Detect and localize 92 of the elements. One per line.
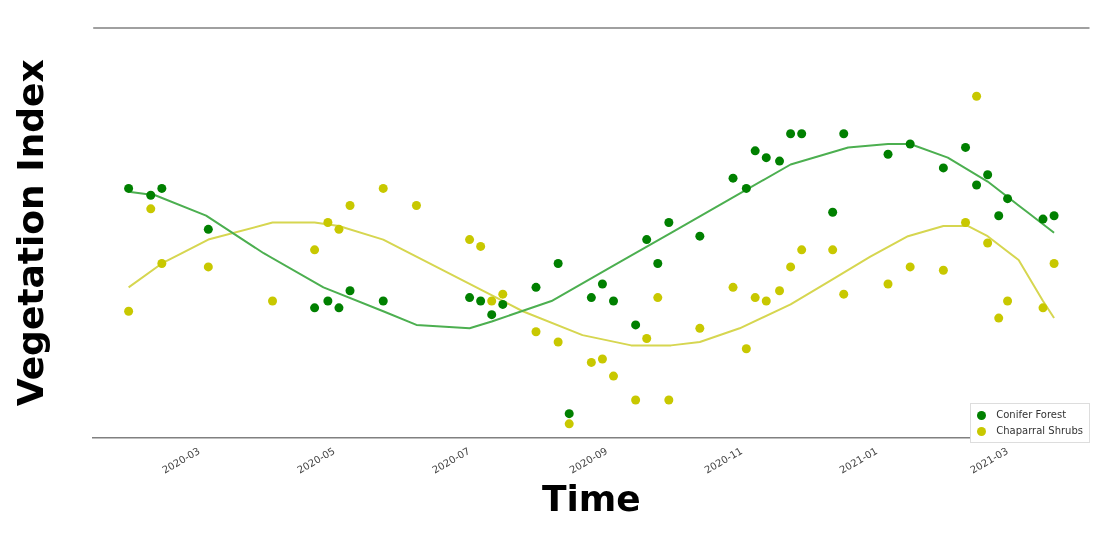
- point: [828, 245, 838, 255]
- point: [972, 180, 982, 190]
- point: [1003, 296, 1013, 306]
- point: [597, 354, 607, 364]
- point: [597, 279, 607, 289]
- point: [1049, 211, 1059, 221]
- point: [334, 303, 344, 313]
- point: [553, 337, 563, 347]
- point: [487, 296, 497, 306]
- point: [828, 207, 838, 217]
- point: [124, 306, 134, 316]
- point: [905, 139, 915, 149]
- point: [938, 265, 948, 275]
- point: [750, 146, 760, 156]
- point: [476, 241, 486, 251]
- point: [146, 190, 156, 200]
- point: [498, 299, 508, 309]
- point: [653, 258, 663, 268]
- point: [695, 231, 705, 241]
- point: [972, 91, 982, 101]
- point: [741, 344, 751, 354]
- point: [664, 218, 674, 228]
- point: [839, 129, 849, 139]
- point: [310, 245, 320, 255]
- point: [608, 296, 618, 306]
- point: [728, 173, 738, 183]
- point: [310, 303, 320, 313]
- point: [994, 211, 1004, 221]
- point: [586, 293, 596, 303]
- point: [883, 279, 893, 289]
- point: [553, 258, 563, 268]
- point: [728, 282, 738, 292]
- point: [653, 293, 663, 303]
- x-axis-title: Time: [541, 477, 641, 519]
- point: [664, 395, 674, 405]
- point: [761, 296, 771, 306]
- point: [839, 289, 849, 299]
- point: [905, 262, 915, 272]
- point: [1038, 214, 1048, 224]
- point: [797, 129, 807, 139]
- point: [378, 296, 388, 306]
- point: [465, 293, 475, 303]
- point: [203, 262, 213, 272]
- point: [586, 357, 596, 367]
- point: [983, 238, 993, 248]
- point: [334, 224, 344, 234]
- point: [750, 293, 760, 303]
- point: [564, 409, 574, 419]
- point: [498, 289, 508, 299]
- point: [775, 286, 785, 296]
- point: [775, 156, 785, 166]
- point: [938, 163, 948, 173]
- point: [203, 224, 213, 234]
- point: [961, 142, 971, 152]
- point: [476, 296, 486, 306]
- point: [1003, 194, 1013, 204]
- point: [786, 129, 796, 139]
- point: [797, 245, 807, 255]
- point: [531, 282, 541, 292]
- point: [608, 371, 618, 381]
- point: [378, 183, 388, 193]
- point: [883, 149, 893, 159]
- point: [124, 183, 134, 193]
- legend-label: Chaparral Shrubs: [996, 424, 1083, 438]
- point: [961, 218, 971, 228]
- point: [695, 323, 705, 333]
- point: [994, 313, 1004, 323]
- point: [741, 183, 751, 193]
- point: [157, 183, 167, 193]
- legend-label: Conifer Forest: [996, 408, 1067, 422]
- point: [631, 320, 641, 330]
- point: [157, 258, 167, 268]
- point: [642, 334, 652, 344]
- point: [345, 200, 355, 210]
- point: [465, 235, 475, 245]
- point: [1049, 258, 1059, 268]
- point: [983, 170, 993, 180]
- point: [411, 200, 421, 210]
- point: [487, 310, 497, 320]
- point: [786, 262, 796, 272]
- point: [268, 296, 278, 306]
- point: [564, 419, 574, 429]
- point: [531, 327, 541, 337]
- point: [146, 204, 156, 214]
- point: [631, 395, 641, 405]
- point: [345, 286, 355, 296]
- point: [761, 153, 771, 163]
- point: [1038, 303, 1048, 313]
- point: [323, 296, 333, 306]
- point: [642, 235, 652, 245]
- y-axis-title: Vegetation Index: [9, 59, 51, 407]
- point: [323, 218, 333, 228]
